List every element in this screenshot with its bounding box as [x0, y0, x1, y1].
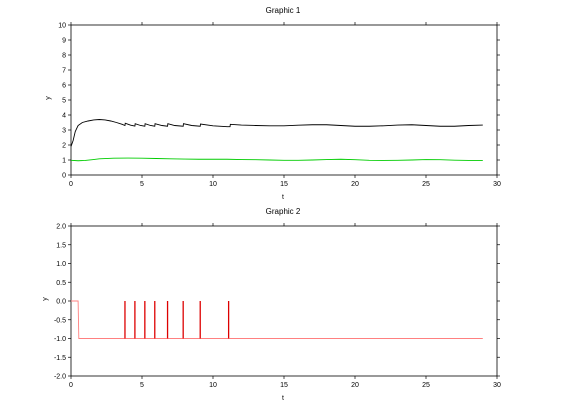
x-tick-label: 15: [280, 181, 288, 188]
x-tick-label: 15: [280, 382, 288, 389]
y-axis-label: y: [45, 96, 52, 100]
x-tick-label: 0: [69, 181, 73, 188]
x-tick-label: 25: [422, 181, 430, 188]
y-tick-label: 9: [62, 38, 66, 45]
chart-graphic-1: Graphic 1 0 5 10 15 20 25 30 0 1 2 3 4 5 6 7 8 9 10 t y: [45, 6, 501, 201]
y-axis-label: y: [42, 297, 49, 301]
y-tick-label: -1.0: [54, 336, 66, 343]
x-tick-label: 30: [493, 181, 501, 188]
series-line: [70, 157, 483, 162]
series-line: [71, 300, 483, 339]
x-tick-label: 0: [69, 382, 73, 389]
series-line: [70, 119, 483, 147]
y-axis: -2.0 -1.5 -1.0 -0.5 0.0 0.5 1.0 1.5 2.0: [54, 224, 500, 381]
y-axis: 0 1 2 3 4 5 6 7 8 9 10: [58, 23, 500, 180]
chart-title: Graphic 1: [266, 6, 301, 15]
y-tick-label: 2: [62, 143, 66, 150]
y-tick-label: 0.0: [56, 299, 66, 306]
x-axis-label: t: [282, 395, 284, 401]
y-tick-label: 2.0: [56, 224, 66, 231]
chart-title: Graphic 2: [266, 207, 301, 216]
y-tick-label: 1.5: [56, 242, 66, 249]
y-tick-label: 0.5: [56, 280, 66, 287]
y-tick-label: 1.0: [56, 261, 66, 268]
x-axis: 0 5 10 15 20 25 30: [69, 223, 501, 389]
series-group: [70, 119, 483, 162]
series-group: [71, 300, 483, 339]
y-tick-label: -2.0: [54, 374, 66, 381]
y-tick-label: 7: [62, 68, 66, 75]
y-tick-label: 4: [62, 113, 66, 120]
y-tick-label: 10: [58, 23, 66, 30]
x-tick-label: 5: [140, 181, 144, 188]
x-tick-label: 5: [140, 382, 144, 389]
x-tick-label: 20: [351, 181, 359, 188]
y-tick-label: -0.5: [54, 317, 66, 324]
chart-graphic-2: Graphic 2 0 5 10 15 20 25 30 -2.0-1.5-1.0-0.50…: [42, 207, 501, 402]
plot-frame: [70, 24, 498, 176]
x-tick-label: 25: [422, 382, 430, 389]
y-tick-label: -1.5: [54, 355, 66, 362]
x-axis: 0 5 10 15 20 25 30: [69, 22, 501, 188]
y-tick-label: 6: [62, 83, 66, 90]
y-tick-label: 3: [62, 128, 66, 135]
x-tick-label: 10: [209, 181, 217, 188]
x-tick-label: 10: [209, 382, 217, 389]
y-tick-label: 8: [62, 53, 66, 60]
y-tick-label: 1: [62, 158, 66, 165]
x-tick-label: 30: [493, 382, 501, 389]
x-axis-label: t: [282, 194, 284, 201]
x-tick-label: 20: [351, 382, 359, 389]
y-tick-label: 0: [62, 173, 66, 180]
y-tick-label: 5: [62, 98, 66, 105]
